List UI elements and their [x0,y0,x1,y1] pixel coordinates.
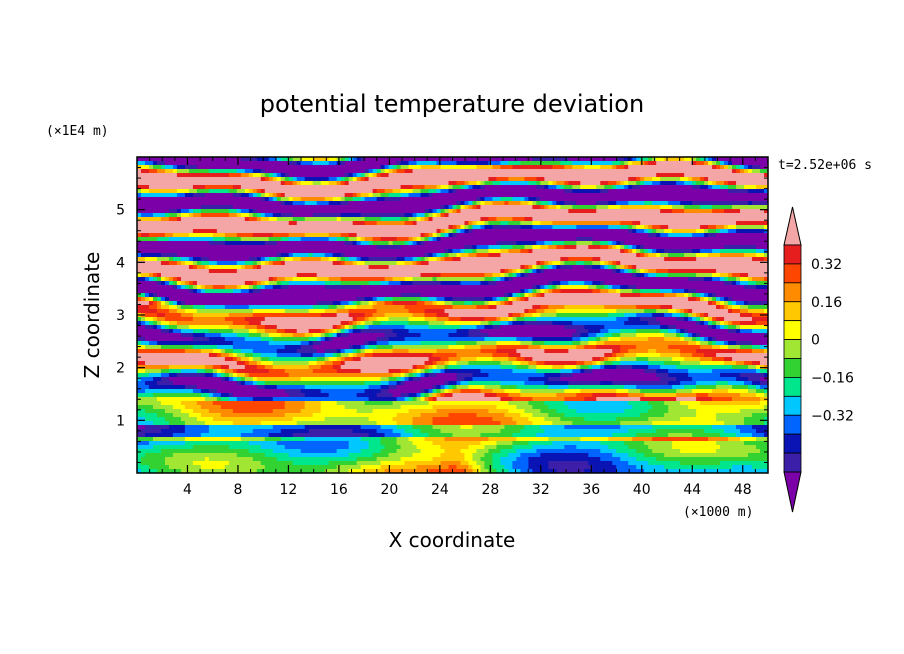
time-label: t=2.52e+06 s [778,158,872,173]
colorbar-level-label: 0.32 [811,257,842,273]
colorbar-extend-min [783,471,802,513]
x-tick-label: 44 [683,482,701,498]
colorbar-swatch [783,339,802,359]
colorbar-swatch [783,377,802,397]
contour-field [137,157,768,473]
x-tick-label: 24 [431,482,449,498]
colorbar-swatch [783,301,802,322]
y-tick-label: 5 [116,203,125,219]
colorbar-extend-max [783,206,802,246]
colorbar-swatch [783,452,802,473]
colorbar-swatch [783,244,802,265]
x-tick-label: 28 [481,482,499,498]
y-axis-label: Z coordinate [80,252,104,379]
colorbar-level-label: −0.32 [811,408,854,424]
x-tick-label: 20 [380,482,398,498]
y-tick-label: 2 [116,361,125,377]
x-tick-label: 40 [633,482,651,498]
y-tick-label: 3 [116,308,125,324]
colorbar-swatch [783,414,802,435]
x-axis-ticks: 4 8 12 16 20 24 28 32 36 40 44 48 [149,157,756,498]
colorbar-level-label: 0 [811,333,820,349]
x-tick-label: 48 [734,482,752,498]
x-tick-label: 16 [330,482,348,498]
colorbar-swatch [783,433,802,454]
y-tick-label: 4 [116,255,125,271]
y-tick-label: 1 [116,413,125,429]
chart-title: potential temperature deviation [260,90,644,118]
x-tick-label: 36 [582,482,600,498]
colorbar-swatch [783,282,802,303]
x-tick-label: 12 [280,482,298,498]
x-tick-label: 32 [532,482,550,498]
x-scale-label: (×1000 m) [683,505,753,520]
colorbar-swatch [783,395,802,416]
y-axis-ticks: 1 2 3 4 5 [116,167,768,463]
colorbar-level-label: −0.16 [811,370,854,386]
colorbar-swatch [783,358,802,378]
x-tick-label: 8 [233,482,242,498]
colorbar: 0.32 0.16 0 −0.16 −0.32 [783,206,854,513]
colorbar-level-label: 0.16 [811,295,842,311]
colorbar-swatch [783,320,802,340]
x-axis-label: X coordinate [389,528,516,552]
colorbar-swatch [783,263,802,284]
y-scale-label: (×1E4 m) [46,124,109,139]
x-tick-label: 4 [183,482,192,498]
